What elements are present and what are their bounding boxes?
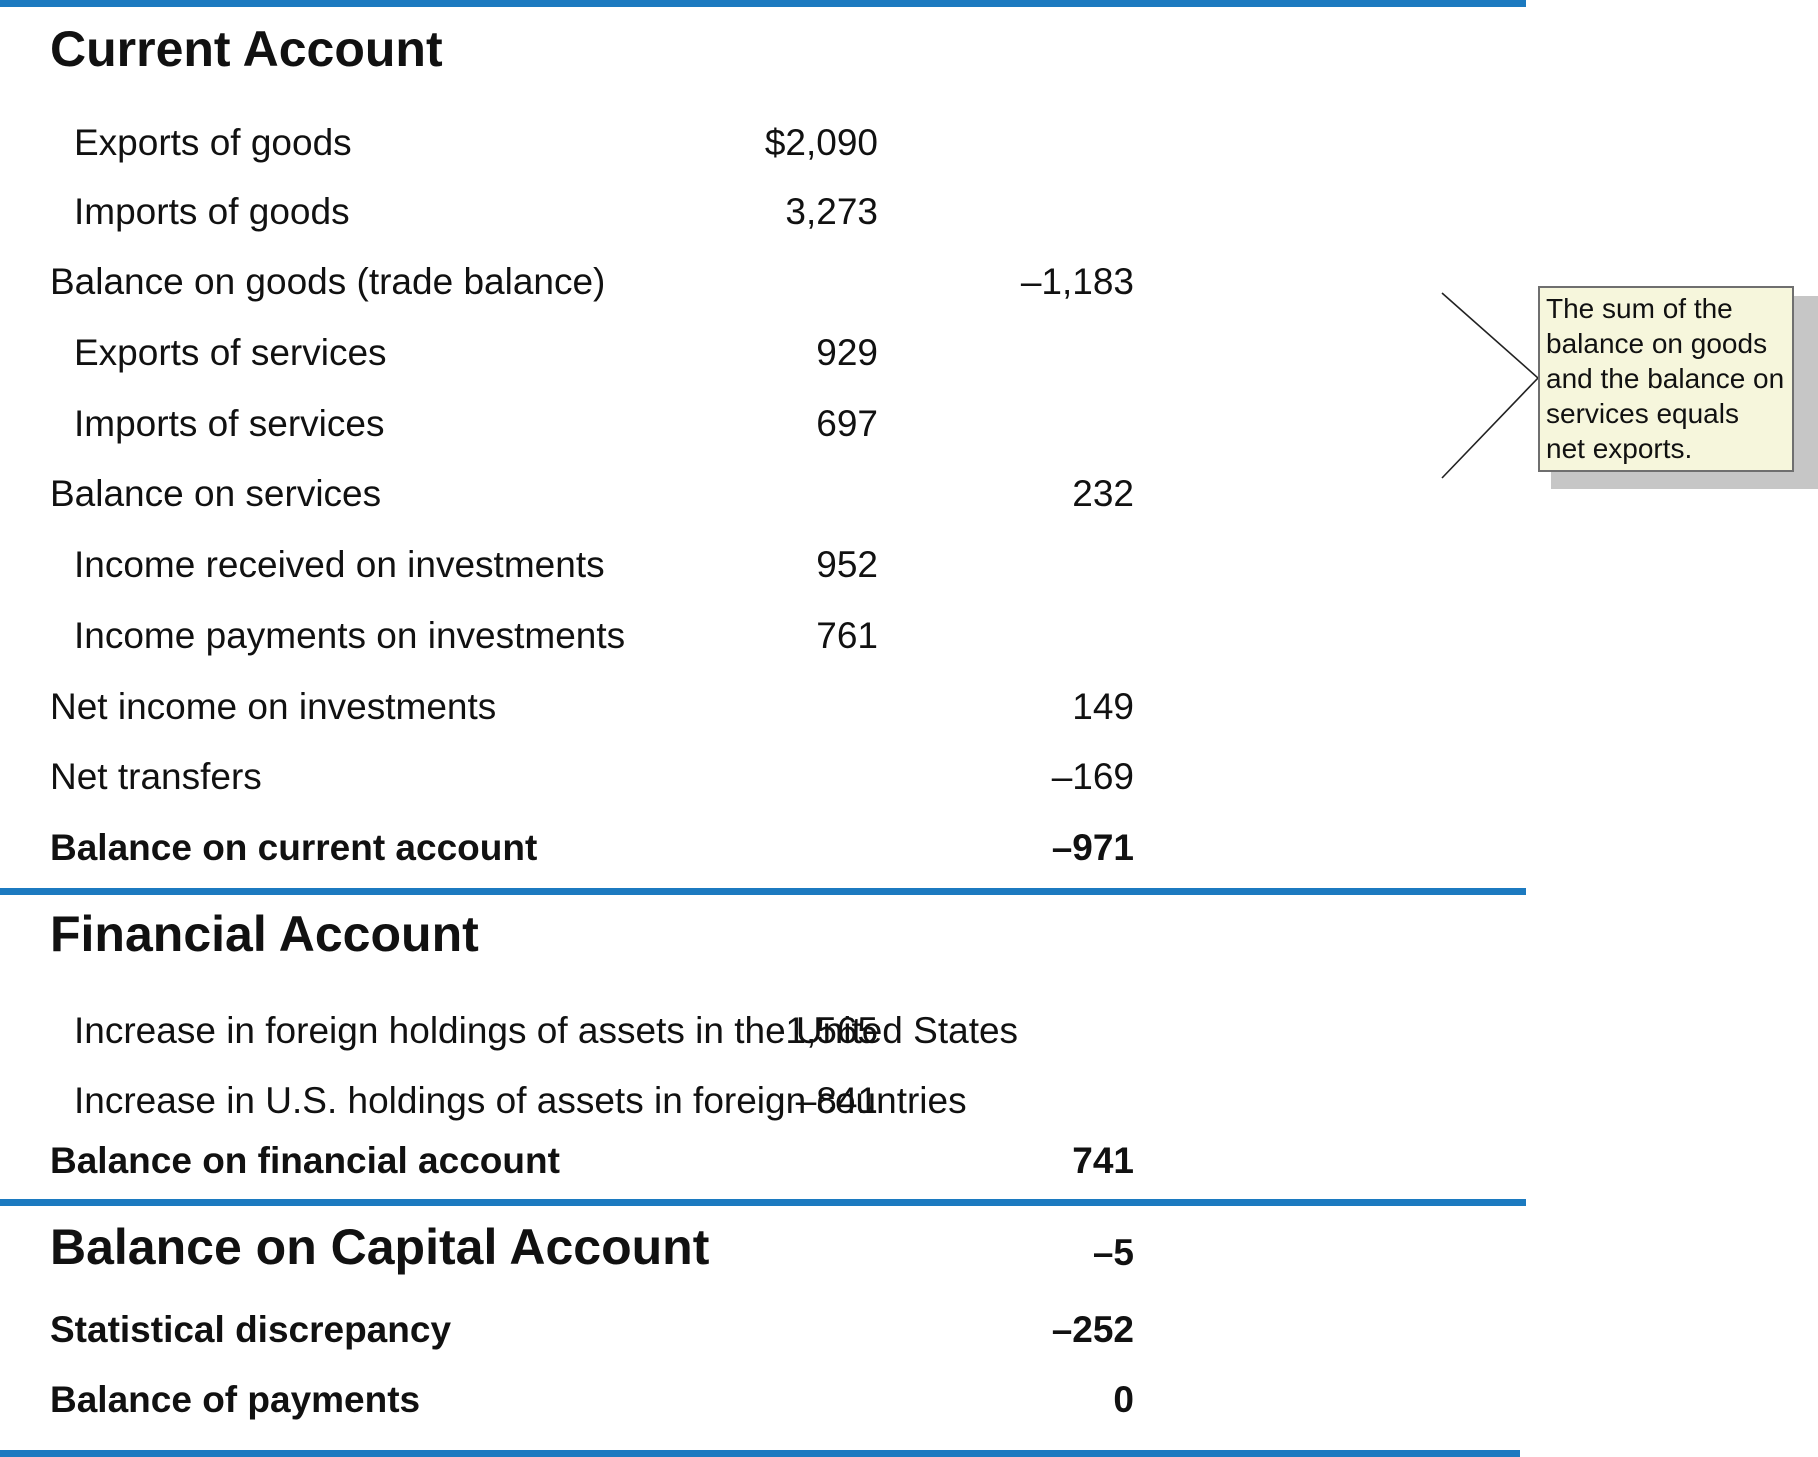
row-total: 149 bbox=[1072, 686, 1134, 727]
current-account-heading: Current Account bbox=[50, 21, 443, 77]
row-label: Balance on services bbox=[50, 473, 382, 514]
table-row: Net income on investments 149 bbox=[0, 677, 1526, 737]
row-total: –971 bbox=[1051, 827, 1134, 868]
row-total: 0 bbox=[1113, 1379, 1134, 1420]
row-value: 1,565 bbox=[785, 1010, 878, 1051]
row-label: Exports of goods bbox=[74, 122, 352, 163]
callout-line: and the balance on bbox=[1546, 363, 1785, 394]
row-label: Increase in foreign holdings of assets i… bbox=[74, 1010, 1019, 1051]
financial-account-heading: Financial Account bbox=[50, 906, 479, 962]
row-label: Exports of services bbox=[74, 332, 387, 373]
top-rule bbox=[0, 0, 1526, 7]
table-row: Balance on goods (trade balance) –1,183 bbox=[0, 252, 1526, 312]
callout-line: services equals bbox=[1546, 398, 1739, 429]
capital-account-value: –5 bbox=[1092, 1231, 1134, 1273]
row-total: –169 bbox=[1051, 756, 1134, 797]
capital-account-heading: Balance on Capital Account bbox=[50, 1219, 710, 1275]
row-total: –252 bbox=[1051, 1309, 1134, 1350]
row-label: Increase in U.S. holdings of assets in f… bbox=[74, 1080, 967, 1121]
current-account-bottom-rule bbox=[0, 888, 1526, 895]
table-row: Balance on current account –971 bbox=[0, 818, 1526, 878]
row-value: –841 bbox=[795, 1080, 878, 1121]
row-label: Income payments on investments bbox=[74, 615, 626, 656]
financial-account-bottom-rule bbox=[0, 1199, 1526, 1206]
row-value: $2,090 bbox=[764, 122, 878, 163]
capital-account-row: Balance on Capital Account –5 bbox=[0, 1212, 1526, 1282]
table-row: Income payments on investments 761 bbox=[0, 606, 1526, 666]
callout-line: balance on goods bbox=[1546, 328, 1768, 359]
statistical-discrepancy-row: Statistical discrepancy –252 bbox=[0, 1300, 1526, 1360]
table-row: Imports of goods 3,273 bbox=[0, 182, 1526, 242]
row-total: –1,183 bbox=[1020, 261, 1134, 302]
callout-note: The sum of the balance on goods and the … bbox=[1538, 286, 1794, 472]
row-label: Balance on current account bbox=[50, 827, 538, 868]
table-row: Income received on investments 952 bbox=[0, 535, 1526, 595]
row-value: 952 bbox=[816, 544, 878, 585]
row-label: Imports of services bbox=[74, 403, 385, 444]
table-row: Net transfers –169 bbox=[0, 747, 1526, 807]
table-row: Exports of services 929 bbox=[0, 323, 1526, 383]
row-value: 929 bbox=[816, 332, 878, 373]
table-row: Increase in foreign holdings of assets i… bbox=[0, 1001, 1526, 1061]
row-value: 761 bbox=[816, 615, 878, 656]
table-row: Increase in U.S. holdings of assets in f… bbox=[0, 1071, 1526, 1131]
callout-line: The sum of the bbox=[1546, 293, 1733, 324]
row-total: 232 bbox=[1072, 473, 1134, 514]
row-value: 3,273 bbox=[785, 191, 878, 232]
row-label: Balance of payments bbox=[50, 1379, 421, 1420]
bottom-rule bbox=[0, 1450, 1520, 1457]
table-row: Balance on financial account 741 bbox=[0, 1131, 1526, 1191]
row-total: 741 bbox=[1072, 1140, 1134, 1181]
callout-line: net exports. bbox=[1546, 433, 1693, 464]
row-label: Balance on financial account bbox=[50, 1140, 560, 1181]
row-label: Net income on investments bbox=[50, 686, 497, 727]
balance-of-payments-row: Balance of payments 0 bbox=[0, 1370, 1526, 1430]
row-label: Imports of goods bbox=[74, 191, 350, 232]
row-label: Income received on investments bbox=[74, 544, 605, 585]
row-label: Net transfers bbox=[50, 756, 262, 797]
table-row: Balance on services 232 bbox=[0, 464, 1526, 524]
row-label: Balance on goods (trade balance) bbox=[50, 261, 606, 302]
table-row: Exports of goods $2,090 bbox=[0, 113, 1526, 173]
row-value: 697 bbox=[816, 403, 878, 444]
table-row: Imports of services 697 bbox=[0, 394, 1526, 454]
row-label: Statistical discrepancy bbox=[50, 1309, 452, 1350]
